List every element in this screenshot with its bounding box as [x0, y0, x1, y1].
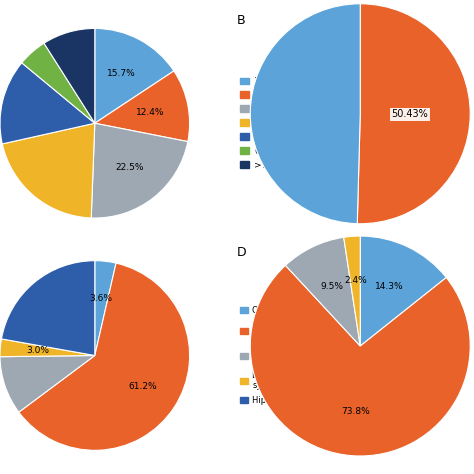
Wedge shape: [1, 261, 95, 356]
Wedge shape: [357, 4, 470, 224]
Wedge shape: [22, 43, 95, 123]
Legend: 11-20, 21-30, 31-40, 41-50, 41-60, 61-70, >70: 11-20, 21-30, 31-40, 41-50, 41-60, 61-70…: [237, 73, 284, 173]
Wedge shape: [2, 123, 95, 218]
Wedge shape: [44, 28, 95, 123]
Wedge shape: [285, 237, 360, 346]
Text: 61.2%: 61.2%: [128, 382, 157, 391]
Wedge shape: [0, 339, 95, 357]
Wedge shape: [91, 123, 188, 218]
Text: 3.0%: 3.0%: [27, 346, 50, 356]
Text: 73.8%: 73.8%: [341, 407, 370, 416]
Wedge shape: [250, 265, 470, 456]
Wedge shape: [0, 356, 95, 412]
Text: 2.4%: 2.4%: [344, 276, 367, 285]
Wedge shape: [0, 63, 95, 144]
Wedge shape: [360, 236, 447, 346]
Text: 22.5%: 22.5%: [116, 164, 145, 173]
Text: 12.4%: 12.4%: [137, 108, 165, 117]
Text: D: D: [237, 246, 246, 259]
Legend: Only radicular symptom, LBP with radicular
symptoms in the lower lim, LBP with r: Only radicular symptom, LBP with radicul…: [237, 302, 367, 409]
Text: 15.7%: 15.7%: [107, 69, 136, 78]
Wedge shape: [250, 4, 360, 224]
Wedge shape: [95, 71, 190, 142]
Wedge shape: [95, 261, 116, 356]
Text: 9.5%: 9.5%: [320, 282, 343, 291]
Text: B: B: [237, 14, 246, 27]
Wedge shape: [344, 236, 360, 346]
Text: 3.6%: 3.6%: [90, 294, 113, 303]
Wedge shape: [19, 263, 190, 450]
Text: 50.43%: 50.43%: [392, 109, 428, 119]
Wedge shape: [95, 28, 174, 123]
Text: 14.3%: 14.3%: [374, 282, 403, 291]
